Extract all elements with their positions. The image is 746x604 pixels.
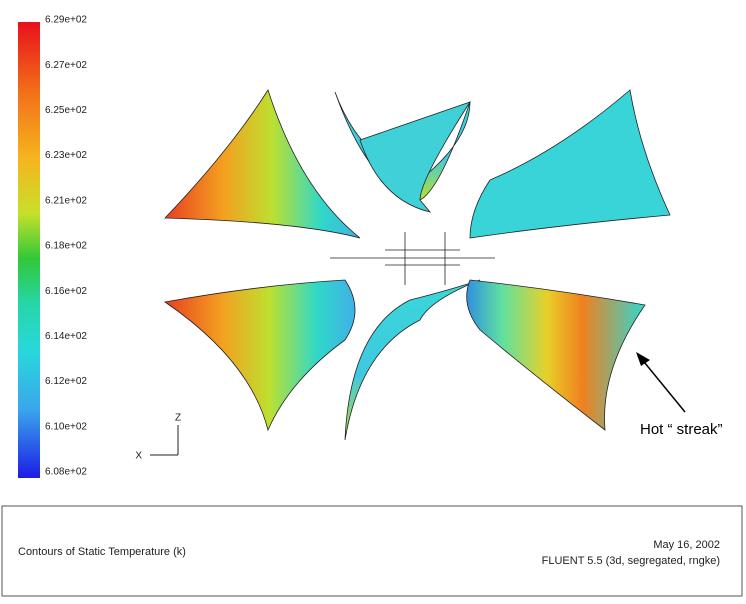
axis-z: Z [175,413,181,424]
colorbar-label: 6.18e+02 [45,241,87,252]
colorbar-label: 6.23e+02 [45,150,87,161]
colorbar-label: 6.16e+02 [45,286,87,297]
footer-date: May 16, 2002 [653,539,720,551]
colorbar-label: 6.27e+02 [45,60,87,71]
colorbar-label: 6.21e+02 [45,195,87,206]
arrow-head [636,352,650,366]
annotation-arrow [639,356,686,413]
axes-triad: Z X [135,413,181,462]
colorbar-label: 6.10e+02 [45,421,87,432]
footer-title: Contours of Static Temperature (k) [18,546,186,558]
footer-software: FLUENT 5.5 (3d, segregated, rngke) [542,555,720,567]
colorbar [18,22,40,478]
colorbar-label: 6.08e+02 [45,467,87,478]
colorbar-label: 6.25e+02 [45,105,87,116]
colorbar-label: 6.12e+02 [45,376,87,387]
colorbar-label: 6.14e+02 [45,331,87,342]
axis-x: X [135,451,142,462]
annotation: Hot “ streak” [640,421,723,438]
footer-box [1,505,743,597]
colorbar-label: 6.29e+02 [45,15,87,26]
geometry [163,89,671,441]
